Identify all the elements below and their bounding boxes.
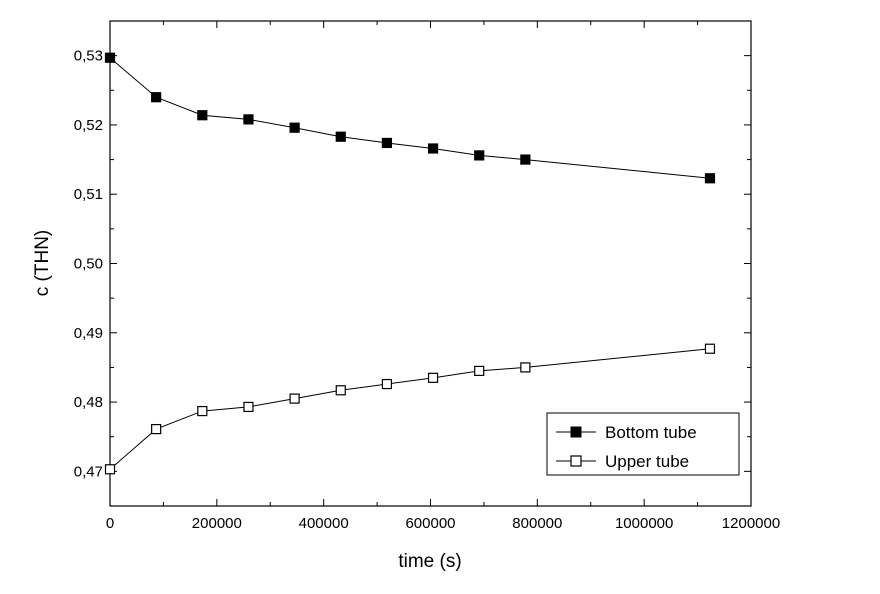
- y-tick-label: 0,48: [74, 394, 103, 411]
- x-tick-label: 400000: [299, 515, 349, 532]
- data-point-bottom-tube: [704, 173, 716, 184]
- legend-label-upper-tube: Upper tube: [605, 452, 689, 471]
- data-point-bottom-tube: [289, 122, 300, 133]
- axis-ticks: [109, 20, 752, 507]
- data-point-bottom-tube: [427, 143, 439, 154]
- legend-marker-bottom-tube: [570, 426, 582, 438]
- data-point-bottom-tube: [151, 92, 162, 103]
- data-point-bottom-tube: [520, 154, 531, 165]
- data-point-bottom-tube: [335, 131, 346, 142]
- series-markers: [104, 52, 716, 475]
- x-axis-title: time (s): [398, 551, 461, 572]
- data-point-upper-tube: [104, 464, 116, 475]
- data-point-bottom-tube: [104, 52, 116, 63]
- data-point-upper-tube: [197, 405, 208, 417]
- legend: Bottom tube Upper tube: [546, 412, 740, 476]
- y-tick-label: 0,47: [74, 463, 103, 480]
- y-tick-label: 0,52: [74, 117, 103, 134]
- x-tick-label: 600000: [405, 515, 455, 532]
- data-point-upper-tube: [243, 401, 254, 413]
- x-tick-label: 1000000: [615, 515, 673, 532]
- legend-marker-upper-tube: [570, 455, 582, 467]
- data-point-bottom-tube: [243, 114, 254, 125]
- data-point-bottom-tube: [381, 137, 393, 149]
- data-point-upper-tube: [381, 378, 393, 390]
- y-axis-title: c (THN): [32, 230, 53, 296]
- y-tick-label: 0,49: [74, 325, 103, 342]
- data-point-upper-tube: [335, 385, 346, 396]
- x-tick-label: 200000: [192, 515, 242, 532]
- x-tick-label: 1200000: [722, 515, 780, 532]
- y-tick-label: 0,51: [74, 186, 103, 203]
- y-tick-label: 0,50: [74, 256, 103, 273]
- data-point-upper-tube: [151, 423, 162, 435]
- data-point-upper-tube: [427, 372, 439, 383]
- data-point-upper-tube: [520, 362, 531, 373]
- data-point-upper-tube: [289, 393, 300, 404]
- data-point-upper-tube: [474, 365, 485, 376]
- axis-tick-labels: 0 200000 400000 600000 800000 1000000 1200000 0…: [74, 48, 780, 532]
- x-tick-label: 0: [106, 515, 114, 532]
- data-point-upper-tube: [704, 343, 716, 354]
- data-point-bottom-tube: [474, 150, 485, 161]
- x-tick-label: 800000: [512, 515, 562, 532]
- legend-label-bottom-tube: Bottom tube: [605, 423, 697, 442]
- y-tick-label: 0,53: [74, 48, 103, 65]
- data-point-bottom-tube: [197, 110, 208, 121]
